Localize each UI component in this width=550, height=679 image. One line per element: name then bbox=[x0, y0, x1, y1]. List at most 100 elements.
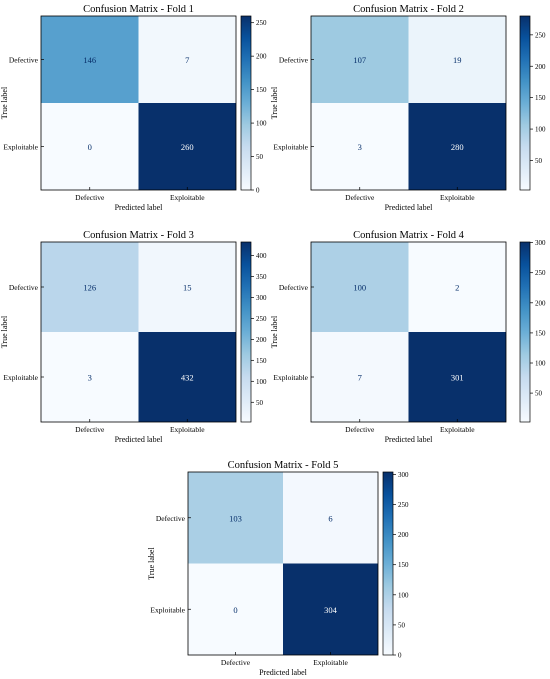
colorbar-tick-label: 150 bbox=[256, 357, 267, 365]
colorbar-tick-label: 150 bbox=[535, 94, 546, 102]
x-axis-label: Predicted label bbox=[259, 668, 308, 677]
cell-value-label: 3 bbox=[88, 373, 92, 383]
heatmap-cell bbox=[138, 103, 236, 190]
x-tick-label: Exploitable bbox=[440, 193, 475, 202]
plot-frame bbox=[310, 15, 507, 191]
cell-value-label: 15 bbox=[183, 283, 192, 293]
cell-value-label: 3 bbox=[358, 142, 362, 152]
colorbar-tick-label: 50 bbox=[398, 621, 406, 629]
colorbar-tick-label: 50 bbox=[256, 153, 264, 161]
colorbar bbox=[382, 471, 394, 656]
y-tick-label: Defective bbox=[279, 283, 309, 292]
heatmap-cell bbox=[41, 16, 139, 103]
cell-value-label: 6 bbox=[328, 513, 332, 523]
colorbar-tick-label: 200 bbox=[535, 63, 546, 71]
colorbar bbox=[519, 241, 531, 423]
y-tick-label: Exploitable bbox=[3, 373, 38, 382]
heatmap-cell bbox=[41, 242, 139, 332]
cell-value-label: 260 bbox=[181, 142, 194, 152]
colorbar-tick-label: 300 bbox=[256, 294, 267, 302]
confusion-matrix-fold-3: Confusion Matrix - Fold 3 126 15 3 432 Defect… bbox=[0, 230, 267, 444]
colorbar-tick-label: 250 bbox=[398, 501, 409, 509]
colorbar-tick-label: 300 bbox=[535, 239, 546, 247]
cell-value-label: 19 bbox=[453, 55, 462, 65]
y-tick-label: Exploitable bbox=[3, 143, 38, 152]
colorbar-tick-label: 250 bbox=[256, 315, 267, 323]
confusion-matrix-fold-4: Confusion Matrix - Fold 4 100 2 7 301 Defecti… bbox=[270, 230, 546, 444]
colorbar-tick-label: 0 bbox=[256, 187, 260, 195]
colorbar-tick-label: 100 bbox=[256, 378, 267, 386]
y-tick-label: Defective bbox=[279, 56, 309, 65]
cell-value-label: 0 bbox=[233, 605, 237, 615]
colorbar-tick-label: 200 bbox=[256, 53, 267, 61]
colorbar-tick-label: 100 bbox=[398, 591, 409, 599]
plot-frame bbox=[187, 471, 379, 656]
cell-value-label: 103 bbox=[229, 513, 242, 523]
cell-value-label: 432 bbox=[181, 373, 194, 383]
x-tick-label: Exploitable bbox=[313, 658, 348, 667]
colorbar bbox=[519, 15, 531, 191]
y-tick-label: Exploitable bbox=[273, 373, 308, 382]
colorbar-tick-label: 200 bbox=[256, 336, 267, 344]
heatmap-cell bbox=[311, 16, 409, 103]
y-tick-label: Exploitable bbox=[273, 143, 308, 152]
heatmap-cell bbox=[138, 332, 236, 422]
plot-frame bbox=[310, 241, 507, 423]
cell-value-label: 7 bbox=[358, 373, 362, 383]
cell-value-label: 2 bbox=[455, 283, 459, 293]
colorbar-tick-label: 50 bbox=[535, 390, 543, 398]
chart-title: Confusion Matrix - Fold 3 bbox=[83, 230, 194, 241]
colorbar-tick-label: 150 bbox=[398, 561, 409, 569]
chart-title: Confusion Matrix - Fold 5 bbox=[228, 460, 339, 471]
heatmap-cell bbox=[311, 332, 409, 422]
colorbar-tick-label: 250 bbox=[535, 269, 546, 277]
colorbar bbox=[240, 15, 252, 191]
colorbar-tick-label: 50 bbox=[256, 399, 264, 407]
colorbar-tick-label: 250 bbox=[256, 19, 267, 27]
x-tick-label: Exploitable bbox=[440, 425, 475, 434]
heatmap-cell bbox=[311, 103, 409, 190]
colorbar-tick-label: 150 bbox=[256, 86, 267, 94]
cell-value-label: 304 bbox=[324, 605, 338, 615]
y-tick-label: Defective bbox=[156, 514, 186, 523]
plot-frame bbox=[40, 15, 237, 191]
colorbar-tick-label: 300 bbox=[398, 471, 409, 479]
x-axis-label: Predicted label bbox=[385, 203, 434, 212]
chart-title: Confusion Matrix - Fold 2 bbox=[353, 4, 464, 15]
chart-title: Confusion Matrix - Fold 1 bbox=[83, 4, 194, 15]
confusion-matrix-fold-2: Confusion Matrix - Fold 2 107 19 3 280 Defect… bbox=[270, 4, 546, 212]
y-tick-label: Defective bbox=[9, 283, 39, 292]
x-tick-label: Defective bbox=[75, 193, 105, 202]
colorbar-tick-label: 250 bbox=[535, 31, 546, 39]
y-tick-label: Exploitable bbox=[150, 605, 185, 614]
cell-value-label: 280 bbox=[451, 142, 464, 152]
heatmap-cell bbox=[408, 16, 506, 103]
heatmap-cell bbox=[138, 16, 236, 103]
heatmap-cell bbox=[138, 242, 236, 332]
colorbar-tick-label: 400 bbox=[256, 252, 267, 260]
cell-value-label: 146 bbox=[83, 55, 96, 65]
colorbar-tick-label: 350 bbox=[256, 273, 267, 281]
heatmap-cell bbox=[41, 103, 139, 190]
cell-value-label: 126 bbox=[83, 283, 96, 293]
colorbar-tick-label: 200 bbox=[398, 531, 409, 539]
cell-value-label: 107 bbox=[353, 55, 366, 65]
x-tick-label: Defective bbox=[345, 425, 375, 434]
y-tick-label: Defective bbox=[9, 56, 39, 65]
chart-title: Confusion Matrix - Fold 4 bbox=[353, 230, 465, 241]
x-tick-label: Exploitable bbox=[170, 425, 205, 434]
x-axis-label: Predicted label bbox=[385, 435, 434, 444]
y-axis-label: True label bbox=[270, 86, 279, 119]
confusion-matrix-fold-1: Confusion Matrix - Fold 1 146 7 0 260 Defecti… bbox=[0, 4, 267, 212]
x-tick-label: Defective bbox=[75, 425, 105, 434]
heatmap-cell bbox=[408, 332, 506, 422]
cell-value-label: 7 bbox=[185, 55, 189, 65]
colorbar-tick-label: 200 bbox=[535, 299, 546, 307]
y-axis-label: True label bbox=[0, 315, 9, 348]
heatmap-cell bbox=[188, 472, 283, 564]
heatmap-cell bbox=[283, 472, 378, 564]
colorbar-tick-label: 100 bbox=[256, 120, 267, 128]
cell-value-label: 0 bbox=[88, 142, 92, 152]
confusion-matrix-fold-5: Confusion Matrix - Fold 5 103 6 0 304 Defecti… bbox=[147, 460, 409, 677]
